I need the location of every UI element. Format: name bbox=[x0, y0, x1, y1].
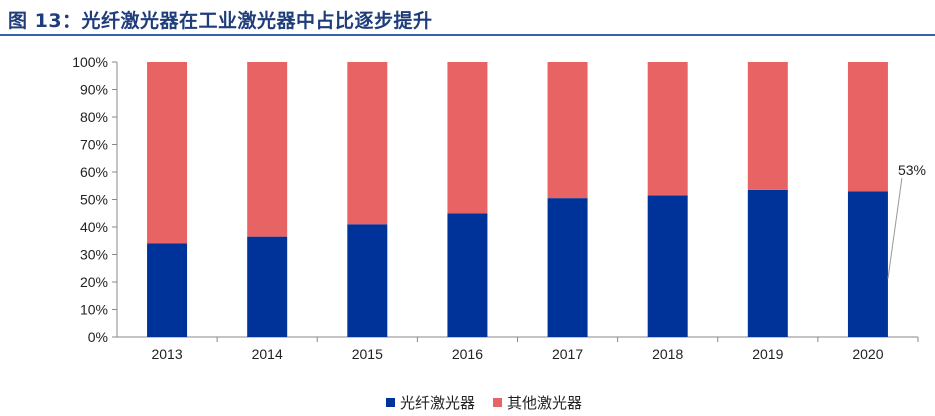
bar-fiber-2018 bbox=[647, 195, 688, 337]
bar-other-2015 bbox=[347, 62, 388, 225]
legend-swatch-other bbox=[493, 397, 503, 407]
bar-fiber-2020 bbox=[847, 191, 888, 337]
y-tick-label: 90% bbox=[80, 82, 108, 98]
x-tick-label: 2016 bbox=[452, 346, 483, 362]
bar-other-2019 bbox=[747, 62, 788, 190]
annotation-leader-line bbox=[887, 177, 903, 279]
legend-item-fiber: 光纤激光器 bbox=[386, 392, 475, 413]
legend-label-fiber: 光纤激光器 bbox=[400, 393, 476, 412]
bar-other-2016 bbox=[447, 62, 488, 214]
bar-fiber-2015 bbox=[347, 224, 388, 337]
bar-fiber-2019 bbox=[747, 189, 788, 337]
x-tick-label: 2015 bbox=[352, 346, 383, 362]
x-tick-label: 2018 bbox=[652, 346, 683, 362]
y-tick-label: 70% bbox=[80, 137, 108, 153]
x-tick-label: 2013 bbox=[151, 346, 182, 362]
y-tick-label: 20% bbox=[80, 274, 108, 290]
bar-fiber-2016 bbox=[447, 213, 488, 337]
y-tick-label: 30% bbox=[80, 247, 108, 263]
legend-item-other: 其他激光器 bbox=[493, 392, 582, 413]
annotation-label: 53% bbox=[898, 162, 926, 178]
bar-other-2017 bbox=[547, 62, 588, 199]
chart-title: 图 13：光纤激光器在工业激光器中占比逐步提升 bbox=[8, 10, 433, 32]
bar-fiber-2013 bbox=[147, 243, 188, 337]
y-tick-label: 40% bbox=[80, 219, 108, 235]
x-tick-label: 2020 bbox=[852, 346, 883, 362]
y-tick-label: 10% bbox=[80, 302, 108, 318]
legend-label-other: 其他激光器 bbox=[507, 393, 583, 412]
bar-other-2014 bbox=[247, 62, 288, 237]
title-bar: 图 13：光纤激光器在工业激光器中占比逐步提升 bbox=[0, 0, 935, 36]
y-tick-label: 0% bbox=[88, 329, 108, 345]
x-tick-label: 2017 bbox=[552, 346, 583, 362]
y-tick-label: 100% bbox=[72, 54, 108, 70]
stacked-bar-chart: 0% 10% 20% 30% 40% 50% 60% 70% 80% 90% 100% 2013 201… bbox=[72, 54, 926, 362]
legend-swatch-fiber bbox=[386, 397, 395, 407]
legend: 光纤激光器 其他激光器 bbox=[386, 392, 600, 412]
y-tick-label: 60% bbox=[80, 164, 108, 180]
y-tick-label: 80% bbox=[80, 109, 108, 125]
y-tick-label: 50% bbox=[80, 192, 108, 208]
bar-fiber-2017 bbox=[547, 198, 588, 337]
x-tick-label: 2019 bbox=[752, 346, 783, 362]
bar-fiber-2014 bbox=[247, 236, 288, 337]
x-tick-label: 2014 bbox=[252, 346, 283, 362]
bar-other-2018 bbox=[647, 62, 688, 196]
bar-other-2020 bbox=[847, 62, 888, 192]
bar-other-2013 bbox=[147, 62, 188, 244]
title-divider bbox=[0, 34, 935, 36]
